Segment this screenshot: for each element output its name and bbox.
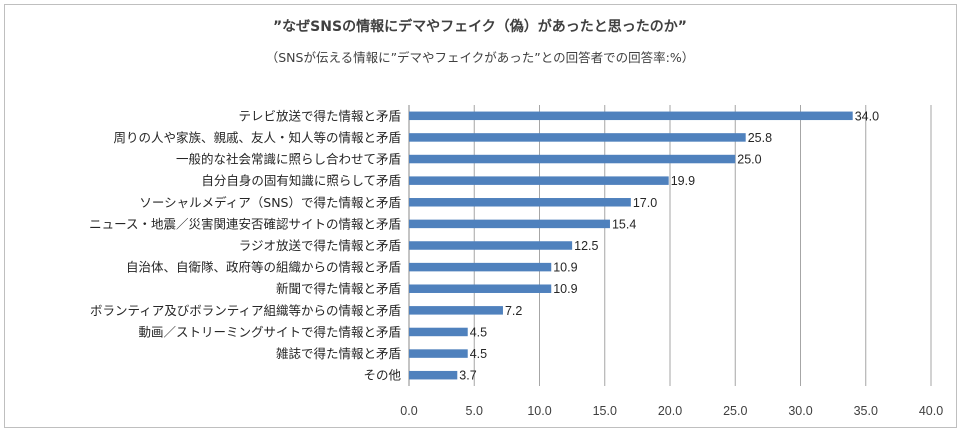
bar <box>409 349 468 358</box>
x-tick-label: 40.0 <box>919 404 943 418</box>
category-label: ニュース・地震／災害関連安否確認サイトの情報と矛盾 <box>89 216 401 231</box>
x-tick-label: 25.0 <box>723 404 747 418</box>
category-label: 自分自身の固有知識に照らして矛盾 <box>201 173 401 188</box>
data-label: 34.0 <box>855 109 879 123</box>
bars <box>409 111 853 380</box>
bar <box>409 284 552 293</box>
chart-subtitle: （SNSが伝える情報に”デマやフェイクがあった”との回答者での回答率:%） <box>266 50 695 65</box>
x-tick-label: 0.0 <box>400 404 417 418</box>
x-tick-label: 10.0 <box>527 404 551 418</box>
x-tick-label: 35.0 <box>854 404 878 418</box>
data-label: 12.5 <box>574 239 598 253</box>
category-label: 周りの人や家族、親戚、友人・知人等の情報と矛盾 <box>113 130 401 145</box>
chart-title: ”なぜSNSの情報にデマやフェイク（偽）があったと思ったのか” <box>273 18 687 35</box>
bar <box>409 198 631 207</box>
data-label: 10.9 <box>553 282 577 296</box>
category-label: テレビ放送で得た情報と矛盾 <box>238 108 401 123</box>
chart-frame: ”なぜSNSの情報にデマやフェイク（偽）があったと思ったのか” （SNSが伝える… <box>4 4 957 428</box>
x-tick-labels: 0.0 5.0 10.0 15.0 20.0 25.0 30.0 35.0 40.0 <box>400 404 943 418</box>
bar <box>409 262 552 272</box>
gridlines <box>408 105 932 386</box>
data-label: 15.4 <box>612 217 636 231</box>
x-tick-label: 30.0 <box>788 404 812 418</box>
category-labels: テレビ放送で得た情報と矛盾周りの人や家族、親戚、友人・知人等の情報と矛盾一般的な… <box>89 108 401 382</box>
bar <box>409 133 746 142</box>
bar <box>409 306 503 315</box>
data-label: 7.2 <box>505 304 522 318</box>
bar <box>409 370 458 380</box>
bar <box>409 154 736 164</box>
x-tick-label: 5.0 <box>466 404 483 418</box>
category-label: 自治体、自衛隊、政府等の組織からの情報と矛盾 <box>126 260 401 275</box>
x-tick-label: 20.0 <box>658 404 682 418</box>
category-label: 動画／ストリーミングサイトで得た情報と矛盾 <box>138 324 401 339</box>
data-label: 25.8 <box>748 131 772 145</box>
data-label: 25.0 <box>737 153 761 167</box>
data-label: 4.5 <box>470 347 487 361</box>
category-label: ラジオ放送で得た情報と矛盾 <box>239 238 401 253</box>
data-label: 3.7 <box>459 369 476 383</box>
data-label: 4.5 <box>470 325 487 339</box>
category-label: 新聞で得た情報と矛盾 <box>276 281 401 296</box>
data-labels: 34.0 25.8 25.0 19.9 17.0 15.4 12.5 10.9 10.9 7.2 4… <box>459 109 879 382</box>
data-label: 10.9 <box>553 261 577 275</box>
bar <box>409 111 853 121</box>
category-label: その他 <box>363 368 401 383</box>
bar <box>409 176 669 185</box>
bar <box>409 327 468 337</box>
bar <box>409 219 610 229</box>
category-label: 一般的な社会常識に照らし合わせて矛盾 <box>176 152 401 167</box>
x-tick-label: 15.0 <box>593 404 617 418</box>
data-label: 19.9 <box>671 174 695 188</box>
category-label: ボランティア及びボランティア組織等からの情報と矛盾 <box>90 303 401 318</box>
data-label: 17.0 <box>633 196 657 210</box>
category-label: 雑誌で得た情報と矛盾 <box>276 346 401 361</box>
bar <box>409 241 573 250</box>
bar-chart: ”なぜSNSの情報にデマやフェイク（偽）があったと思ったのか” （SNSが伝える… <box>89 18 943 418</box>
category-label: ソーシャルメディア（SNS）で得た情報と矛盾 <box>139 195 401 210</box>
